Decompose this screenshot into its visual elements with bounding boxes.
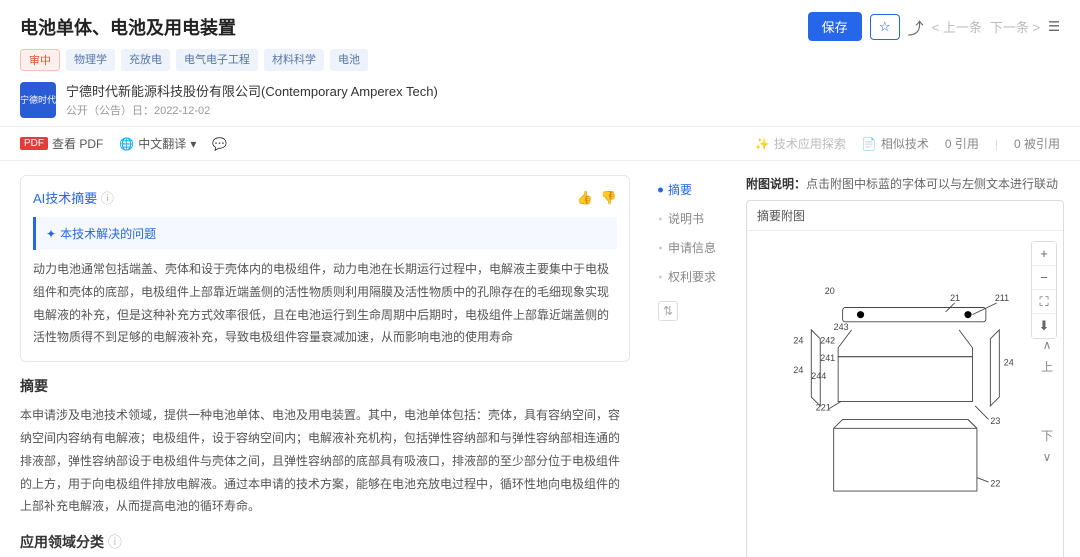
header-tag[interactable]: 充放电 xyxy=(121,49,170,71)
svg-text:242: 242 xyxy=(820,335,835,345)
svg-text:20: 20 xyxy=(824,286,834,296)
abstract-heading: 摘要 xyxy=(20,376,630,396)
nav-filter-button[interactable]: ⇅ xyxy=(658,301,678,321)
svg-text:211: 211 xyxy=(995,293,1009,303)
citations-count[interactable]: 0 引用 xyxy=(945,135,979,152)
company-logo: 宁德时代 xyxy=(20,82,56,118)
nav-spec[interactable]: 说明书 xyxy=(650,204,730,233)
ai-problem-text: 动力电池通常包括端盖、壳体和设于壳体内的电极组件，动力电池在长期运行过程中，电解… xyxy=(33,258,617,349)
svg-text:24: 24 xyxy=(1003,357,1013,367)
chevron-down-icon: ▾ xyxy=(190,137,196,151)
info-icon[interactable]: ⓘ xyxy=(108,534,122,550)
app-field-heading: 应用领域分类 ⓘ xyxy=(20,532,630,552)
figure-up-button[interactable]: ∧ xyxy=(1043,338,1052,352)
translate-button[interactable]: 🌐 中文翻译 ▾ xyxy=(119,135,196,152)
save-button[interactable]: 保存 xyxy=(808,12,862,41)
next-record-button[interactable]: 下一条 > xyxy=(990,17,1040,36)
svg-text:21: 21 xyxy=(950,293,960,303)
comment-button[interactable]: 💬 xyxy=(212,137,227,151)
header-tag[interactable]: 电气电子工程 xyxy=(176,49,258,71)
nav-abstract[interactable]: 摘要 xyxy=(650,175,730,204)
pdf-icon: PDF xyxy=(20,137,48,150)
svg-text:23: 23 xyxy=(990,415,1000,425)
share-button[interactable]: ⤴ xyxy=(908,15,924,39)
svg-text:221: 221 xyxy=(815,402,830,412)
figure-up-label: 上 xyxy=(1041,358,1053,375)
header-tags: 审中 物理学 充放电 电气电子工程 材料科学 电池 xyxy=(20,49,1060,71)
info-icon[interactable]: ⓘ xyxy=(101,191,114,206)
svg-text:22: 22 xyxy=(990,478,1000,488)
page-title: 电池单体、电池及用电装置 xyxy=(20,14,236,40)
view-pdf-button[interactable]: PDF 查看 PDF xyxy=(20,135,103,152)
patent-figure[interactable]: 20 21 211 24 24 243 242 241 244 xyxy=(771,257,1040,546)
problem-label: ✦ 本技术解决的问题 xyxy=(46,225,607,242)
svg-text:243: 243 xyxy=(833,321,848,331)
thumbs-up-icon[interactable]: 👍 xyxy=(577,190,593,206)
figure-panel: 摘要附图 + − ⛶ ⬇ 20 21 211 xyxy=(746,200,1064,557)
translate-icon: 🌐 xyxy=(119,137,134,151)
ai-summary-card: AI技术摘要 ⓘ 👍 👎 ✦ 本技术解决的问题 动力电池通常包括端盖、壳体和设于… xyxy=(20,175,630,362)
svg-text:244: 244 xyxy=(811,371,826,381)
publish-date: 公开（公告）日：2022-12-02 xyxy=(66,102,438,118)
section-nav: 摘要 说明书 申请信息 权利要求 ⇅ xyxy=(650,161,730,557)
svg-text:24: 24 xyxy=(793,335,803,345)
prev-record-button[interactable]: < 上一条 xyxy=(932,17,982,36)
company-name[interactable]: 宁德时代新能源科技股份有限公司(Contemporary Amperex Tec… xyxy=(66,81,438,100)
figure-title: 摘要附图 xyxy=(747,201,1063,231)
header-tag[interactable]: 电池 xyxy=(330,49,368,71)
thumbs-down-icon[interactable]: 👎 xyxy=(601,190,617,206)
svg-text:241: 241 xyxy=(820,353,835,363)
tech-explore-button[interactable]: ✨ 技术应用探索 xyxy=(755,135,846,152)
svg-text:24: 24 xyxy=(793,364,803,374)
figure-note: 附图说明：点击附图中标蓝的字体可以与左侧文本进行联动 xyxy=(746,175,1064,192)
abstract-text: 本申请涉及电池技术领域，提供一种电池单体、电池及用电装置。其中，电池单体包括：壳… xyxy=(20,404,630,518)
list-menu-button[interactable]: ☰ xyxy=(1048,19,1060,35)
nav-claims[interactable]: 权利要求 xyxy=(650,262,730,291)
figure-down-label: 下 xyxy=(1041,427,1053,444)
star-button[interactable]: ☆ xyxy=(870,14,900,40)
nav-application[interactable]: 申请信息 xyxy=(650,233,730,262)
figure-down-button[interactable]: ∨ xyxy=(1043,450,1052,464)
status-tag: 审中 xyxy=(20,49,60,71)
similar-tech-button[interactable]: 📄 相似技术 xyxy=(862,135,929,152)
header-tag[interactable]: 材料科学 xyxy=(264,49,324,71)
header-tag[interactable]: 物理学 xyxy=(66,49,115,71)
ai-summary-title: AI技术摘要 ⓘ xyxy=(33,188,114,207)
comment-icon: 💬 xyxy=(212,137,227,151)
cited-by-count[interactable]: 0 被引用 xyxy=(1014,135,1060,152)
